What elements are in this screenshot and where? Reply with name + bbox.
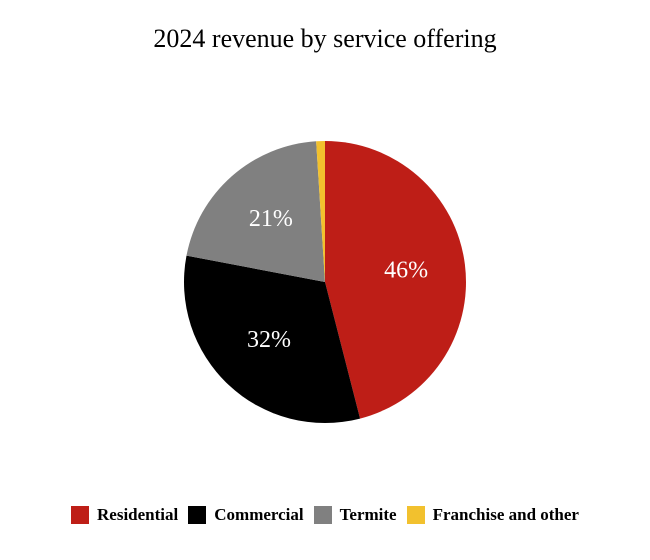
legend-label-termite: Termite [339, 505, 397, 524]
legend-item-commercial: Commercial [188, 505, 304, 525]
chart-title: 2024 revenue by service offering [153, 24, 497, 53]
slice-label-residential: 46% [384, 257, 428, 283]
pie-slice-residential [325, 141, 466, 419]
legend-item-franchise-and-other: Franchise and other [406, 505, 579, 525]
pie-slice-commercial [183, 255, 361, 423]
legend-item-residential: Residential [71, 505, 178, 525]
pie-slice-franchise-and-other [316, 141, 325, 282]
legend-label-residential: Residential [97, 505, 179, 524]
slice-label-termite: 21% [249, 206, 293, 232]
legend-swatch-termite [313, 506, 332, 524]
legend-swatch-franchise-and-other [406, 506, 425, 524]
legend-label-commercial: Commercial [214, 505, 304, 524]
pie-slice-termite [186, 141, 325, 282]
legend: Residential Commercial Termite Franchise an… [0, 505, 650, 525]
legend-swatch-residential [71, 506, 90, 524]
slice-label-commercial: 32% [247, 327, 291, 353]
legend-label-franchise-and-other: Franchise and other [432, 505, 579, 524]
legend-swatch-commercial [188, 506, 207, 524]
legend-item-termite: Termite [313, 505, 397, 525]
